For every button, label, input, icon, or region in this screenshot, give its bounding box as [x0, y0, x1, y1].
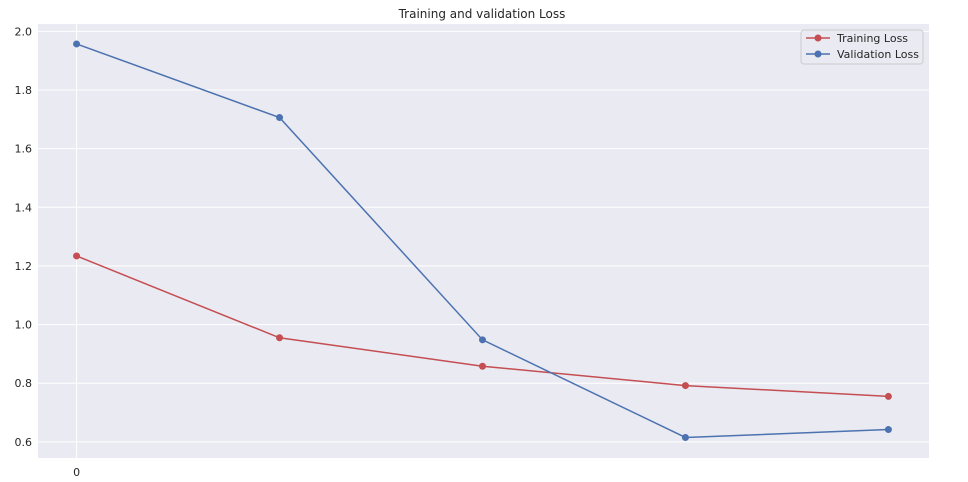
- data-point-validation: [681, 433, 689, 441]
- y-tick-label: 1.2: [15, 260, 33, 273]
- data-point-training: [681, 382, 689, 390]
- legend-box: [800, 29, 924, 65]
- legend-marker-validation: [814, 50, 822, 58]
- y-tick-label: 0.8: [15, 377, 33, 390]
- data-point-training: [478, 362, 486, 370]
- grid-lines: [38, 24, 929, 458]
- data-point-training: [276, 334, 284, 342]
- data-point-validation: [884, 426, 892, 434]
- data-point-training: [884, 392, 892, 400]
- chart-title: Training and validation Loss: [398, 7, 566, 21]
- y-tick-label: 1.8: [15, 84, 33, 97]
- y-tick-label: 1.4: [15, 201, 33, 214]
- data-point-validation: [276, 114, 284, 122]
- data-point-training: [73, 252, 81, 260]
- plot-area: [38, 24, 929, 458]
- y-tick-label: 1.0: [15, 319, 33, 332]
- legend-label-training: Training Loss: [836, 32, 908, 45]
- y-tick-label: 2.0: [15, 25, 33, 38]
- y-tick-label: 0.6: [15, 436, 33, 449]
- data-point-validation: [73, 40, 81, 48]
- series-layer: [73, 40, 892, 441]
- x-tick-label: 0: [73, 466, 80, 479]
- legend-marker-training: [814, 34, 822, 42]
- legend-label-validation: Validation Loss: [837, 48, 919, 61]
- axis-ticks: 0.6 0.8 1.0 1.2 1.4 1.6 1.8 2.0 0: [15, 25, 81, 479]
- data-point-validation: [478, 336, 486, 344]
- legend: Training Loss Validation Loss: [800, 29, 924, 65]
- y-tick-label: 1.6: [15, 143, 33, 156]
